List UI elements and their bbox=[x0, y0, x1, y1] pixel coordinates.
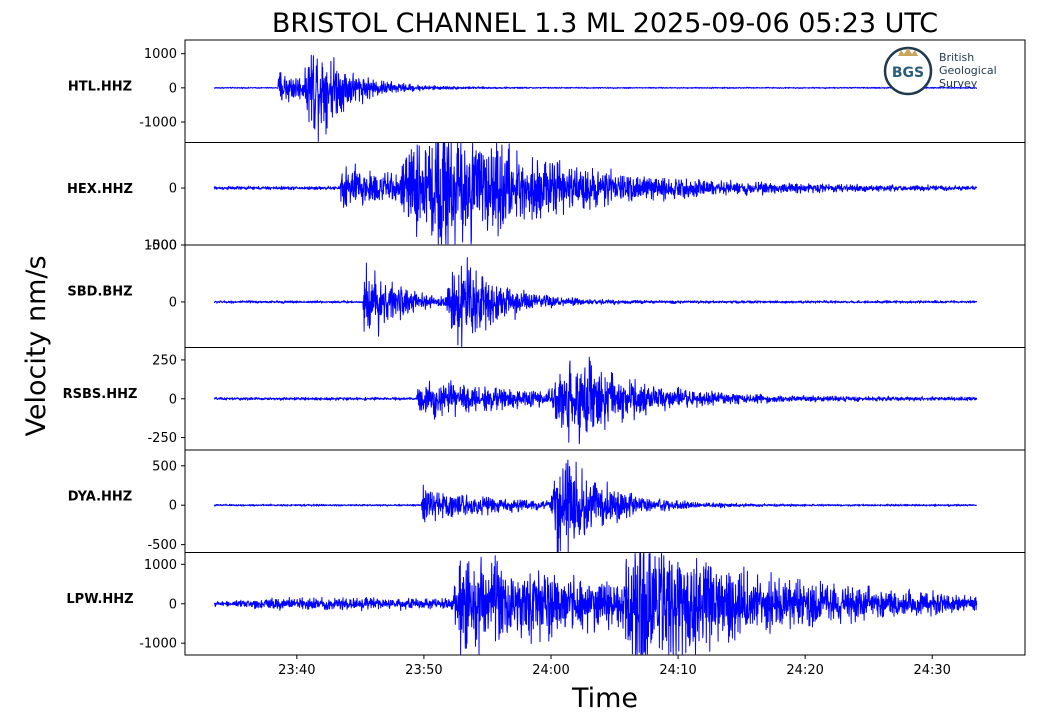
trace-panels: 1000 0 -1000 HTL.HHZ 0 -500 HEX.HHZ 1000 0 SBD.BH… bbox=[63, 39, 1026, 656]
y-axis-label: Velocity nm/s bbox=[21, 255, 52, 436]
x-tick-label: 24:20 bbox=[786, 663, 823, 678]
waveform-trace bbox=[213, 553, 978, 655]
y-tick-label: 1000 bbox=[144, 239, 177, 254]
x-axis-label: Time bbox=[571, 683, 638, 714]
station-label: SBD.BHZ bbox=[67, 284, 132, 299]
logo-line-2: Geological bbox=[939, 64, 997, 77]
bgs-logo: BGS British Geological Survey bbox=[883, 46, 997, 96]
y-tick-label: 0 bbox=[169, 392, 177, 407]
station-label: HTL.HHZ bbox=[68, 79, 132, 94]
y-tick-label: 1000 bbox=[144, 47, 177, 62]
waveform-trace bbox=[213, 356, 978, 445]
y-tick-label: 250 bbox=[152, 353, 177, 368]
trace-panel: 500 0 -500 DYA.HHZ bbox=[68, 449, 1026, 553]
x-tick-label: 23:50 bbox=[405, 663, 442, 678]
y-tick-label: -1000 bbox=[139, 116, 177, 131]
logo-line-3: Survey bbox=[939, 77, 978, 90]
station-label: LPW.HHZ bbox=[66, 592, 133, 607]
x-tick-label: 24:00 bbox=[532, 663, 569, 678]
y-tick-label: -500 bbox=[147, 239, 177, 254]
waveform-trace bbox=[213, 54, 978, 142]
y-tick-label: 0 bbox=[169, 182, 177, 197]
station-label: DYA.HHZ bbox=[68, 489, 132, 504]
waveform-trace bbox=[213, 142, 978, 245]
station-label: RSBS.HHZ bbox=[63, 387, 138, 402]
y-tick-label: -500 bbox=[147, 538, 177, 553]
trace-panel: 1000 0 -1000 HTL.HHZ bbox=[68, 39, 1026, 143]
y-tick-label: 0 bbox=[169, 295, 177, 310]
y-tick-label: 0 bbox=[169, 597, 177, 612]
trace-panel: 0 -500 HEX.HHZ bbox=[67, 142, 1026, 254]
station-label: HEX.HHZ bbox=[67, 182, 133, 197]
x-tick-label: 23:40 bbox=[278, 663, 315, 678]
chart-title: BRISTOL CHANNEL 1.3 ML 2025-09-06 05:23 … bbox=[272, 8, 938, 39]
x-tick-label: 24:10 bbox=[659, 663, 696, 678]
logo-mark: BGS bbox=[892, 65, 924, 81]
crown-icon bbox=[898, 48, 918, 56]
x-tick-label: 24:30 bbox=[913, 663, 950, 678]
trace-panel: 1000 0 -1000 LPW.HHZ bbox=[66, 552, 1026, 656]
y-tick-label: -250 bbox=[147, 431, 177, 446]
x-axis: 23:40 23:50 24:00 24:10 24:20 24:30 bbox=[278, 655, 951, 678]
trace-panel: 250 0 -250 RSBS.HHZ bbox=[63, 347, 1026, 451]
y-tick-label: 0 bbox=[169, 81, 177, 96]
y-tick-label: 0 bbox=[169, 499, 177, 514]
y-tick-label: -1000 bbox=[139, 637, 177, 652]
y-tick-label: 1000 bbox=[144, 558, 177, 573]
waveform-trace bbox=[213, 459, 977, 553]
trace-panel: 1000 0 SBD.BHZ bbox=[67, 239, 1026, 348]
panel-frame bbox=[184, 244, 1026, 348]
waveform-trace bbox=[213, 257, 978, 348]
logo-line-1: British bbox=[939, 51, 974, 64]
y-tick-label: 500 bbox=[152, 459, 177, 474]
